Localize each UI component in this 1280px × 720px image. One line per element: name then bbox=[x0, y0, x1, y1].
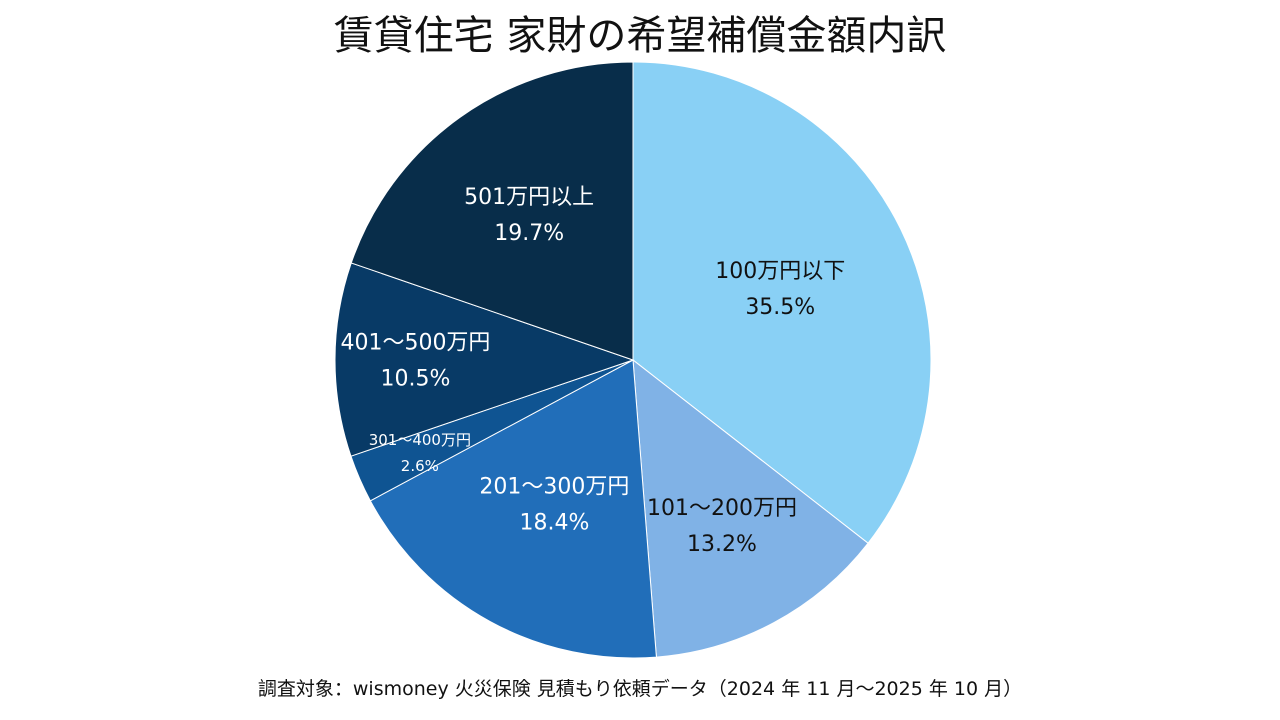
slice-value-label: 2.6% bbox=[401, 457, 439, 475]
slice-category-label: 301〜400万円 bbox=[369, 431, 471, 449]
slice-value-label: 18.4% bbox=[519, 511, 589, 536]
slice-category-label: 401〜500万円 bbox=[340, 330, 490, 355]
chart-title: 賃貸住宅 家財の希望補償金額内訳 bbox=[333, 13, 947, 59]
slice-value-label: 35.5% bbox=[745, 295, 815, 320]
source-note: 調査対象：wismoney 火災保険 見積もり依頼データ（2024 年 11 月… bbox=[257, 678, 1023, 700]
pie-slice bbox=[632, 358, 869, 658]
pie-slice bbox=[350, 61, 634, 361]
slice-value-label: 10.5% bbox=[381, 366, 451, 391]
pie-slice bbox=[369, 359, 657, 659]
slice-value-label: 13.2% bbox=[687, 532, 757, 557]
pie-slices bbox=[334, 61, 932, 659]
pie-slice bbox=[334, 262, 635, 457]
slice-value-label: 19.7% bbox=[494, 221, 564, 246]
slice-category-label: 201〜300万円 bbox=[479, 475, 629, 500]
slice-category-label: 501万円以上 bbox=[464, 185, 594, 210]
pie-slice bbox=[632, 61, 932, 544]
slice-category-label: 101〜200万円 bbox=[647, 496, 797, 521]
pie-labels: 100万円以下 35.5% 101〜200万円 13.2% 201〜300万円 18.4%… bbox=[340, 185, 845, 557]
slice-category-label: 100万円以下 bbox=[715, 259, 845, 284]
